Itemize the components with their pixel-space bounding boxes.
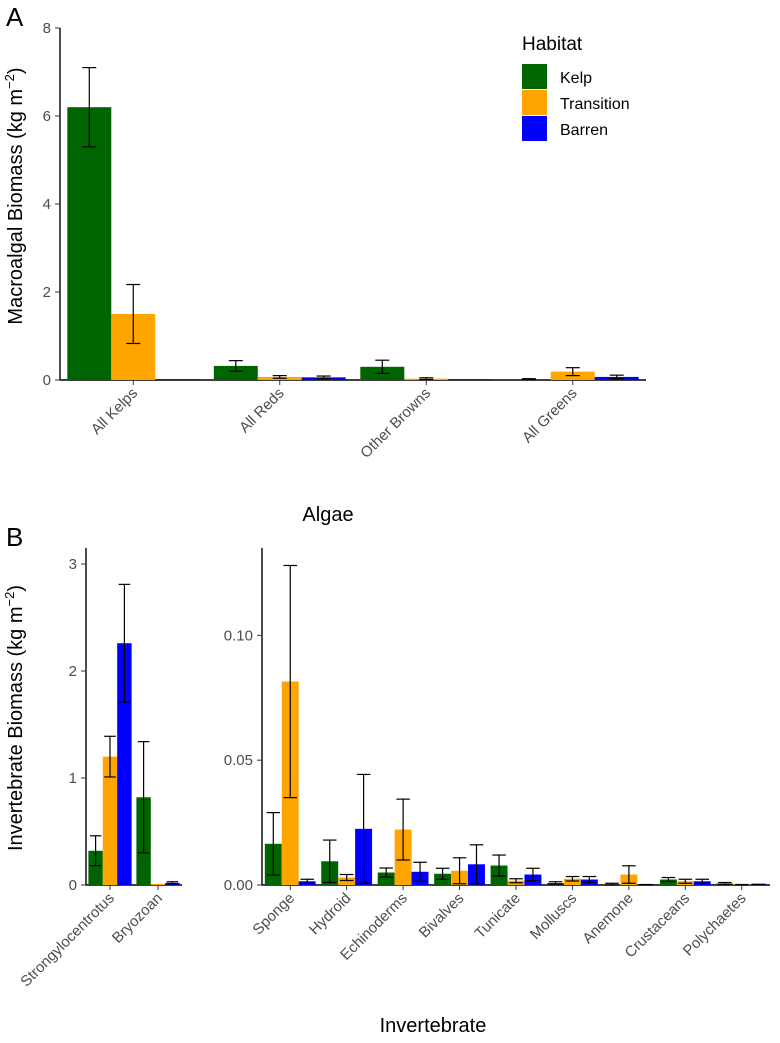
legend-swatch-transition — [522, 90, 547, 115]
chart0-y-tick-label-1: 2 — [43, 284, 51, 301]
chart0-x-tick-label-all-kelps: All Kelps — [88, 385, 141, 438]
chart1-bar-bryozoan-transition — [150, 883, 166, 885]
chart2-x-tick-label-bivalves: Bivalves — [416, 890, 468, 942]
legend: Habitat Kelp Transition Barren — [522, 34, 630, 141]
chart1-y-tick-label-0: 0 — [69, 877, 77, 894]
chart0-y-tick-label-4: 8 — [43, 20, 51, 37]
chart2-bar-crustaceans-kelp — [659, 879, 677, 885]
panel-a-x-axis-title: Algae — [302, 504, 353, 526]
panel-letter-b: B — [6, 522, 23, 552]
chart0-bar-all-kelps-barren — [155, 379, 200, 380]
chart2-bar-molluscs-transition — [563, 878, 581, 885]
panel-letter-a: A — [6, 2, 24, 32]
chart0-y-tick-label-0: 0 — [43, 372, 51, 389]
chart1-bar-strongylocentrotus-transition — [102, 756, 118, 885]
chart2-x-tick-label-anemone: Anemone — [579, 890, 636, 947]
legend-label-barren: Barren — [560, 122, 608, 139]
panel-a-y-axis-title: Macroalgal Biomass (kg m−2) — [2, 67, 27, 324]
chart0-bar-other-browns-barren — [448, 379, 493, 380]
legend-label-transition: Transition — [560, 96, 630, 113]
legend-swatch-kelp — [522, 64, 547, 89]
chart1-bar-strongylocentrotus-kelp — [88, 850, 103, 885]
chart2-bar-hydroid-transition — [338, 877, 356, 885]
chart2-y-tick-label-1: 0.05 — [224, 752, 253, 769]
panel-b-y-axis-title: Invertebrate Biomass (kg m−2) — [2, 585, 27, 851]
chart0-bar-all-reds-kelp — [213, 365, 258, 380]
chart0-x-tick-label-all-reds: All Reds — [236, 385, 288, 437]
chart1-x-tick-label-bryozoan: Bryozoan — [109, 890, 166, 947]
chart1-x-tick-label-strongylocentrotus: Strongylocentrotus — [17, 890, 117, 990]
chart1-y-tick-label-2: 2 — [69, 663, 77, 680]
chart0-y-tick-label-3: 6 — [43, 108, 51, 125]
chart2-x-tick-label-molluscs: Molluscs — [527, 890, 580, 943]
chart2-y-tick-label-0: 0.00 — [224, 877, 253, 894]
chart1-y-tick-label-1: 1 — [69, 770, 77, 787]
chart1-bar-strongylocentrotus-barren — [117, 643, 132, 885]
panel-b-x-axis-title: Invertebrate — [380, 1015, 487, 1037]
chart2-bar-echinoderms-kelp — [377, 872, 395, 885]
legend-title: Habitat — [522, 34, 583, 55]
legend-swatch-barren — [522, 116, 547, 141]
chart0-bar-all-kelps-kelp — [67, 107, 112, 380]
chart2-x-tick-label-sponge: Sponge — [249, 890, 298, 939]
chart0-x-tick-label-all-greens: All Greens — [519, 385, 581, 447]
chart2-y-tick-label-2: 0.10 — [224, 627, 253, 644]
chart0-x-tick-label-other-browns: Other Browns — [357, 385, 434, 462]
panel-a-plot: 0 2 4 6 8 All Kelps All Reds Other Browns All Gr… — [43, 20, 646, 462]
legend-label-kelp: Kelp — [560, 70, 592, 87]
chart1-y-tick-label-3: 3 — [69, 556, 77, 573]
chart0-y-tick-label-2: 4 — [43, 196, 51, 213]
chart2-x-tick-label-hydroid: Hydroid — [306, 890, 355, 939]
chart2-x-tick-label-tunicate: Tunicate — [472, 890, 524, 942]
